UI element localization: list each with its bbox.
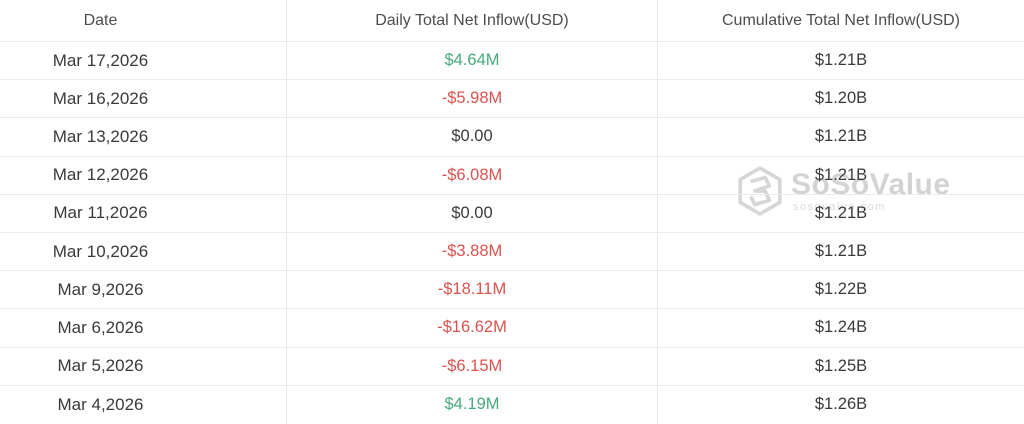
table-row: Mar 4,2026 $4.19M $1.26B [0, 385, 1024, 424]
daily-net-inflow-cell: $0.00 [287, 194, 658, 232]
daily-net-inflow-cell: -$6.08M [287, 156, 658, 194]
cumulative-net-inflow-cell: $1.21B [814, 51, 868, 70]
column-header-daily-net-inflow: Daily Total Net Inflow(USD) [287, 0, 658, 41]
table-row: Mar 16,2026 -$5.98M $1.20B [0, 80, 1024, 119]
table-row: Mar 6,2026 -$16.62M $1.24B [0, 309, 1024, 348]
daily-net-inflow-cell: $4.64M [287, 42, 658, 80]
column-header-date: Date [0, 0, 287, 41]
date-cell: Mar 12,2026 [0, 156, 287, 194]
table-row: Mar 9,2026 -$18.11M $1.22B [0, 271, 1024, 310]
date-cell: Mar 13,2026 [0, 118, 287, 156]
table-row: Mar 13,2026 $0.00 $1.21B [0, 118, 1024, 157]
date-cell: Mar 11,2026 [0, 194, 287, 232]
date-cell: Mar 4,2026 [0, 385, 287, 424]
daily-net-inflow-cell: $0.00 [287, 118, 658, 156]
table-row: Mar 11,2026 $0.00 $1.21B [0, 194, 1024, 233]
cumulative-net-inflow-cell: $1.22B [814, 280, 868, 299]
date-cell: Mar 6,2026 [0, 309, 287, 347]
cumulative-net-inflow-cell: $1.21B [814, 127, 868, 146]
daily-net-inflow-cell: -$18.11M [287, 271, 658, 309]
table-row: Mar 12,2026 -$6.08M $1.21B [0, 156, 1024, 195]
cumulative-net-inflow-cell: $1.20B [814, 89, 868, 108]
cumulative-net-inflow-cell: $1.21B [814, 203, 868, 222]
cumulative-net-inflow-cell: $1.25B [814, 356, 868, 375]
cumulative-net-inflow-cell: $1.26B [814, 395, 868, 414]
date-cell: Mar 9,2026 [0, 271, 287, 309]
date-cell: Mar 5,2026 [0, 347, 287, 385]
daily-net-inflow-cell: -$6.15M [287, 347, 658, 385]
table-row: Mar 17,2026 $4.64M $1.21B [0, 42, 1024, 81]
date-cell: Mar 17,2026 [0, 42, 287, 80]
table-row: Mar 5,2026 -$6.15M $1.25B [0, 347, 1024, 386]
date-cell: Mar 16,2026 [0, 80, 287, 118]
cumulative-net-inflow-cell: $1.21B [814, 242, 868, 261]
daily-net-inflow-cell: $4.19M [287, 385, 658, 424]
cumulative-net-inflow-cell: $1.24B [814, 318, 868, 337]
column-header-cumulative-net-inflow: Cumulative Total Net Inflow(USD) [721, 11, 960, 29]
table-header-row: Date Daily Total Net Inflow(USD) Cumulat… [0, 0, 1024, 42]
daily-net-inflow-cell: -$3.88M [287, 232, 658, 271]
daily-net-inflow-cell: -$16.62M [287, 309, 658, 347]
daily-net-inflow-cell: -$5.98M [287, 80, 658, 118]
cumulative-net-inflow-cell: $1.21B [814, 165, 868, 184]
table-row: Mar 10,2026 -$3.88M $1.21B [0, 232, 1024, 272]
date-cell: Mar 10,2026 [0, 232, 287, 271]
